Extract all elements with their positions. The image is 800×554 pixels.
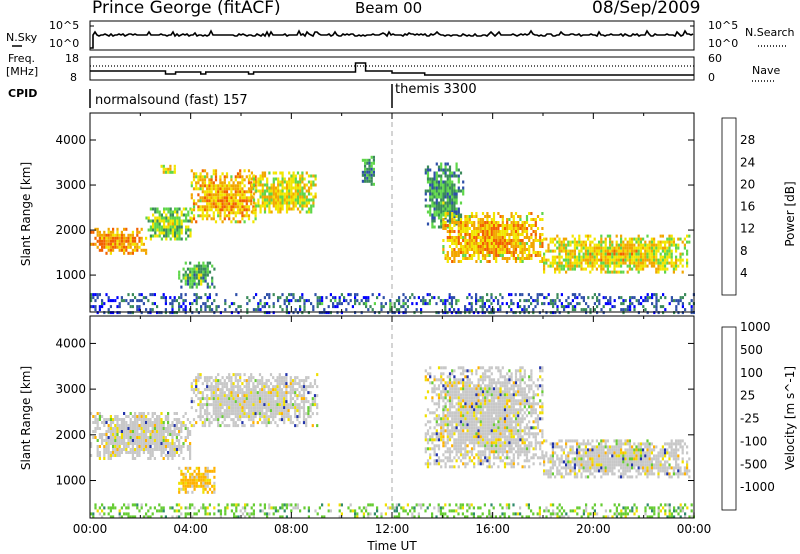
- power-colorbar-tick: 28: [740, 133, 755, 147]
- freq-tick-bottom: 8: [70, 71, 77, 84]
- sky-panel-frame: [89, 20, 695, 51]
- freq-tick-top: 18: [65, 52, 79, 65]
- beam-title: Beam 00: [355, 0, 423, 17]
- velocity-colorbar-tick: 500: [740, 343, 763, 357]
- power-ytick-label: 4000: [55, 133, 86, 147]
- x-axis-label: Time UT: [367, 539, 417, 553]
- power-colorbar-tick: 12: [740, 222, 755, 236]
- power-cells: [90, 155, 695, 315]
- velocity-colorbar-frame: [721, 326, 737, 511]
- velocity-ytick-label: 4000: [55, 336, 86, 350]
- velocity-colorbar-tick: -100: [740, 434, 767, 448]
- power-colorbar-frame: [721, 117, 737, 296]
- cpid-segment-2: themis 3300: [395, 82, 477, 97]
- nsky-tick-bottom: 10^0: [49, 37, 80, 50]
- nave-tick-top: 60: [708, 52, 722, 65]
- power-colorbar-tick: 4: [740, 266, 748, 280]
- power-colorbar-tick: 8: [740, 244, 748, 258]
- xtick-label: 16:00: [475, 522, 510, 536]
- freq-label: Freq.: [8, 52, 36, 65]
- nsky-label: N.Sky: [6, 31, 38, 44]
- nave-tick-bottom: 0: [708, 71, 715, 84]
- power-colorbar-tick: 16: [740, 200, 755, 214]
- velocity-colorbar-tick: 1000: [740, 320, 771, 334]
- nsearch-tick-bottom: 10^0: [708, 37, 739, 50]
- xtick-label: 00:00: [677, 522, 712, 536]
- station-title: Prince George (fitACF): [92, 0, 281, 18]
- velocity-colorbar-tick: -500: [740, 457, 767, 471]
- velocity-cells: [90, 366, 695, 519]
- power-ytick-label: 3000: [55, 178, 86, 192]
- freq-panel-frame: [89, 56, 695, 81]
- freq-line: [90, 62, 694, 76]
- power-colorbar-tick: 24: [740, 155, 755, 169]
- xtick-label: 08:00: [274, 522, 309, 536]
- cpid-label: CPID: [8, 87, 38, 100]
- xtick-label: 12:00: [375, 522, 410, 536]
- velocity-ytick-label: 1000: [55, 474, 86, 488]
- velocity-colorbar-tick: 100: [740, 366, 763, 380]
- date-title: 08/Sep/2009: [592, 0, 701, 18]
- xtick-label: 00:00: [73, 522, 108, 536]
- velocity-colorbar-tick: -1000: [740, 480, 775, 494]
- xtick-label: 20:00: [576, 522, 611, 536]
- nave-label: Nave: [752, 64, 781, 77]
- cpid-segment-1: normalsound (fast) 157: [95, 93, 248, 108]
- freq-unit-label: [MHz]: [6, 65, 39, 78]
- nsearch-label: N.Search: [745, 26, 795, 39]
- velocity-ytick-label: 2000: [55, 428, 86, 442]
- nsky-line: [90, 29, 694, 49]
- power-ytick-label: 1000: [55, 268, 86, 282]
- nsearch-tick-top: 10^5: [708, 19, 739, 32]
- velocity-ytick-label: 3000: [55, 382, 86, 396]
- power-colorbar-tick: 20: [740, 177, 755, 191]
- power-ytick-label: 2000: [55, 223, 86, 237]
- velocity-colorbar-tick: 25: [740, 389, 755, 403]
- xtick-label: 04:00: [173, 522, 208, 536]
- velocity-colorbar-tick: -25: [740, 412, 760, 426]
- nsky-tick-top: 10^5: [49, 19, 80, 32]
